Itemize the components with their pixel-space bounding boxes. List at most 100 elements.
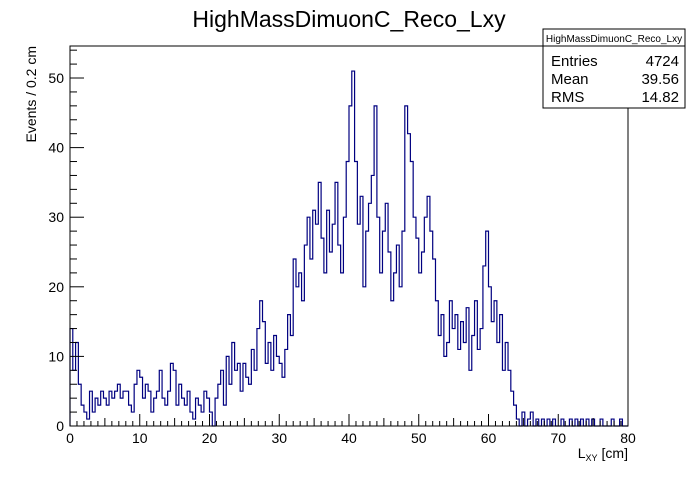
stats-rms-value: 14.82	[641, 89, 679, 106]
x-tick-label: 40	[341, 430, 357, 446]
y-tick-label: 20	[48, 279, 64, 295]
histogram-bin	[416, 238, 419, 426]
histogram-bin	[419, 273, 422, 426]
histogram-bin	[115, 391, 118, 426]
x-tick-label: 80	[620, 430, 636, 446]
histogram-bin	[290, 336, 293, 426]
x-tick-label: 20	[202, 430, 218, 446]
histogram-bin	[472, 336, 475, 426]
histogram-bin	[553, 419, 556, 426]
histogram-bin	[502, 370, 505, 426]
histogram-bin	[505, 342, 508, 426]
histogram-bin	[385, 203, 388, 426]
histogram-bin	[218, 384, 221, 426]
histogram-bin	[92, 412, 95, 426]
histogram-bin	[302, 301, 305, 426]
histogram-bin	[162, 398, 165, 426]
y-tick-label: 40	[48, 140, 64, 156]
histogram-bin	[246, 377, 249, 426]
histogram-bin	[268, 342, 271, 426]
stats-box-frame	[542, 28, 686, 109]
histogram-bin	[332, 224, 335, 426]
stats-box-name: HighMassDimuonC_Reco_Lxy	[546, 34, 682, 45]
histogram-bin	[380, 273, 383, 426]
histogram-bin	[168, 391, 171, 426]
histogram-bin	[511, 391, 514, 426]
y-tick-label: 50	[48, 70, 64, 86]
histogram-bin	[444, 356, 447, 426]
histogram-bin	[282, 377, 285, 426]
histogram-bin	[159, 370, 162, 426]
histogram-bin	[318, 182, 321, 426]
x-tick-label: 50	[411, 430, 427, 446]
histogram-bin	[463, 342, 466, 426]
histogram-bin	[143, 398, 146, 426]
histogram-bin	[87, 419, 90, 426]
histogram-bin	[109, 391, 112, 426]
histogram-bin	[396, 245, 399, 426]
histogram-bin	[235, 370, 238, 426]
histogram-bin	[285, 349, 288, 426]
histogram-bin	[480, 329, 483, 426]
histogram-bin	[316, 224, 319, 426]
x-tick-label: 30	[271, 430, 287, 446]
x-axis-label: LXY [cm]	[578, 445, 628, 463]
histogram-bin	[184, 405, 187, 426]
histogram-bin	[382, 231, 385, 426]
histogram-bin	[346, 162, 349, 426]
histogram-bin	[405, 106, 408, 426]
histogram-bin	[352, 71, 355, 426]
histogram-bin	[251, 349, 254, 426]
histogram-bin	[489, 287, 492, 426]
histogram-bin	[486, 231, 489, 426]
histogram-bin	[304, 245, 307, 426]
histogram-bin	[427, 196, 430, 426]
histogram-bin	[307, 217, 310, 426]
histogram-bin	[441, 315, 444, 426]
x-tick-label: 60	[481, 430, 497, 446]
histogram-bin	[321, 238, 324, 426]
stats-mean-label: Mean	[551, 71, 589, 88]
histogram-bin	[466, 308, 469, 426]
histogram-bin	[343, 217, 346, 426]
histogram-bin	[243, 363, 246, 426]
histogram-bin	[126, 391, 129, 426]
histogram-bin	[477, 349, 480, 426]
histogram-bin	[176, 405, 179, 426]
x-axis-label-sub: XY	[586, 453, 598, 463]
histogram-bin	[461, 322, 464, 426]
histogram-bin	[327, 210, 330, 426]
x-axis-label-unit: [cm]	[602, 445, 628, 461]
histogram-bin	[106, 405, 109, 426]
x-axis-label-main: L	[578, 445, 586, 461]
histogram-bin	[433, 259, 436, 426]
histogram-bin	[221, 370, 224, 426]
histogram-bin	[355, 162, 358, 426]
histogram-bin	[265, 363, 268, 426]
histogram-bin	[179, 384, 182, 426]
histogram-bin	[296, 287, 299, 426]
histogram-bin	[438, 336, 441, 426]
histogram-bin	[123, 391, 126, 426]
histogram-bin	[374, 106, 377, 426]
histogram-bin	[455, 315, 458, 426]
histogram-bin	[469, 370, 472, 426]
histogram-bin	[101, 391, 104, 426]
histogram-bin	[497, 342, 500, 426]
histogram-bin	[299, 273, 302, 426]
histogram-bin	[313, 210, 316, 426]
histogram-bin	[371, 175, 374, 426]
stats-entries-value: 4724	[646, 53, 679, 70]
histogram-bin	[458, 349, 461, 426]
histogram-bin	[402, 231, 405, 426]
histogram-bin	[226, 356, 229, 426]
histogram-bin	[349, 106, 352, 426]
histogram-bin	[475, 301, 478, 426]
histogram-bin	[134, 384, 137, 426]
stats-mean-value: 39.56	[641, 71, 679, 88]
histogram-bin	[483, 266, 486, 426]
histogram-bin	[360, 196, 363, 426]
histogram-bin	[413, 217, 416, 426]
y-axis-label: Events / 0.2 cm	[23, 46, 39, 142]
histogram-bin	[399, 287, 402, 426]
